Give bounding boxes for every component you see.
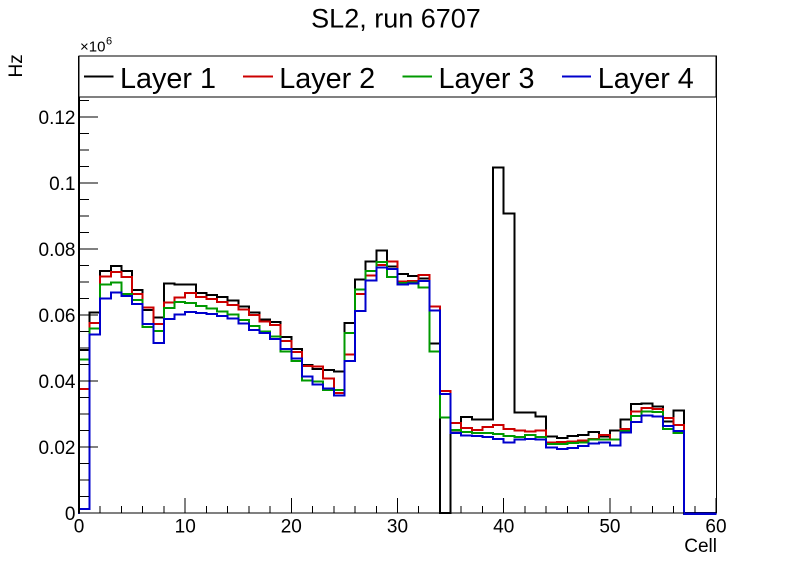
svg-text:0.06: 0.06 [39,306,76,327]
svg-text:30: 30 [387,517,408,538]
svg-text:Layer 3: Layer 3 [439,63,535,95]
svg-text:Cell: Cell [684,536,717,557]
svg-text:60: 60 [705,517,726,538]
svg-text:Layer 2: Layer 2 [279,63,375,95]
svg-text:×10: ×10 [80,39,105,56]
svg-text:Hz: Hz [6,54,27,77]
svg-text:0.12: 0.12 [39,108,76,129]
svg-text:0.1: 0.1 [49,174,75,195]
svg-text:6: 6 [106,36,112,48]
svg-text:0.02: 0.02 [39,438,76,459]
svg-text:SL2, run 6707: SL2, run 6707 [311,4,481,34]
svg-text:10: 10 [175,517,196,538]
svg-text:20: 20 [281,517,302,538]
svg-text:Layer 4: Layer 4 [598,63,694,95]
svg-text:0.04: 0.04 [39,372,76,393]
svg-text:0.08: 0.08 [39,240,76,261]
svg-text:40: 40 [493,517,514,538]
svg-text:50: 50 [599,517,620,538]
svg-text:0: 0 [65,504,76,525]
svg-text:0: 0 [74,517,85,538]
svg-text:Layer 1: Layer 1 [120,63,216,95]
